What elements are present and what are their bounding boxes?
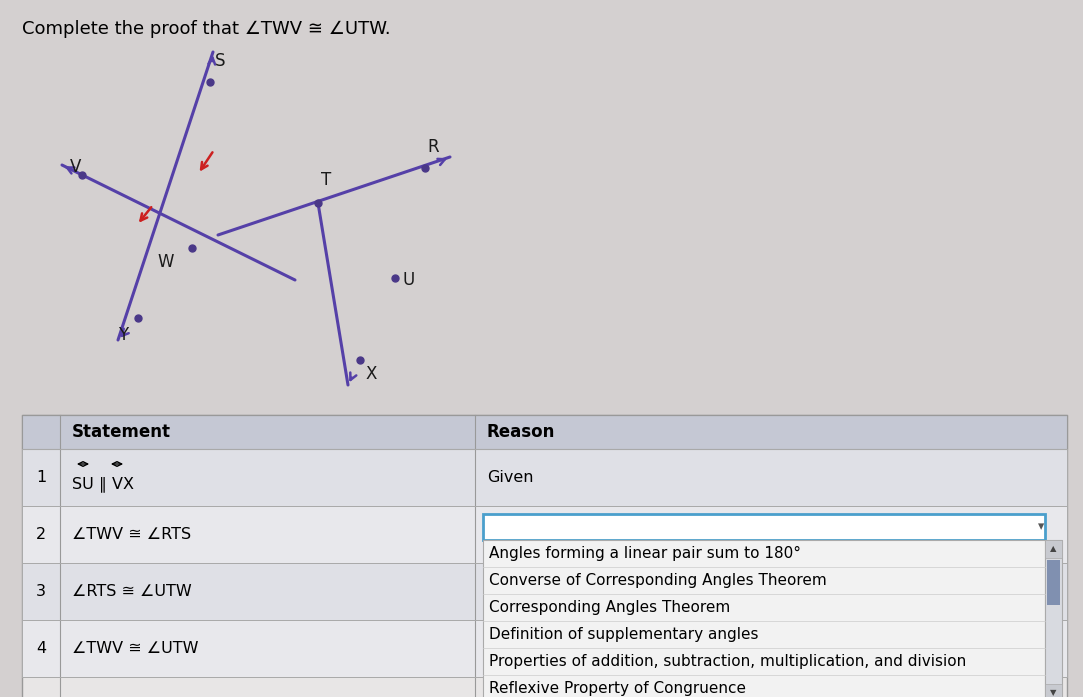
Text: X: X <box>365 365 377 383</box>
Text: 3: 3 <box>36 584 45 599</box>
Text: Given: Given <box>487 470 534 485</box>
Text: Converse of Corresponding Angles Theorem: Converse of Corresponding Angles Theorem <box>490 573 826 588</box>
Text: U: U <box>403 271 415 289</box>
Bar <box>22 415 1067 449</box>
Bar <box>22 563 1067 620</box>
Text: ∠RTS ≅ ∠UTW: ∠RTS ≅ ∠UTW <box>71 584 192 599</box>
Bar <box>22 620 1067 677</box>
Text: S: S <box>216 52 225 70</box>
Text: 4: 4 <box>36 641 47 656</box>
Bar <box>22 449 1067 506</box>
Text: ▾: ▾ <box>1038 521 1044 533</box>
Text: Statement: Statement <box>71 423 171 441</box>
Text: V: V <box>70 158 81 176</box>
Text: ∠TWV ≅ ∠UTW: ∠TWV ≅ ∠UTW <box>71 641 198 656</box>
Bar <box>1045 540 1062 697</box>
Bar <box>22 506 1067 563</box>
Text: ▲: ▲ <box>1051 544 1057 553</box>
Text: Corresponding Angles Theorem: Corresponding Angles Theorem <box>490 600 730 615</box>
Text: R: R <box>427 138 439 156</box>
Text: Angles forming a linear pair sum to 180°: Angles forming a linear pair sum to 180° <box>490 546 801 561</box>
Bar <box>483 514 1045 540</box>
Bar <box>483 540 1045 697</box>
Bar <box>1045 684 1062 697</box>
Text: T: T <box>321 171 331 189</box>
Text: Reason: Reason <box>487 423 556 441</box>
Text: Definition of supplementary angles: Definition of supplementary angles <box>490 627 758 642</box>
Text: ▼: ▼ <box>1051 689 1057 697</box>
Text: Complete the proof that ∠TWV ≅ ∠UTW.: Complete the proof that ∠TWV ≅ ∠UTW. <box>22 20 391 38</box>
Text: SU ∥ VX: SU ∥ VX <box>71 477 134 492</box>
Bar <box>1045 540 1062 558</box>
Text: Reflexive Property of Congruence: Reflexive Property of Congruence <box>490 681 746 696</box>
Text: 2: 2 <box>36 527 47 542</box>
Bar <box>1047 560 1060 605</box>
Bar <box>22 415 1067 697</box>
Text: Y: Y <box>118 326 128 344</box>
Text: Properties of addition, subtraction, multiplication, and division: Properties of addition, subtraction, mul… <box>490 654 966 669</box>
Text: 1: 1 <box>36 470 47 485</box>
Text: W: W <box>157 253 174 271</box>
Text: ∠TWV ≅ ∠RTS: ∠TWV ≅ ∠RTS <box>71 527 191 542</box>
